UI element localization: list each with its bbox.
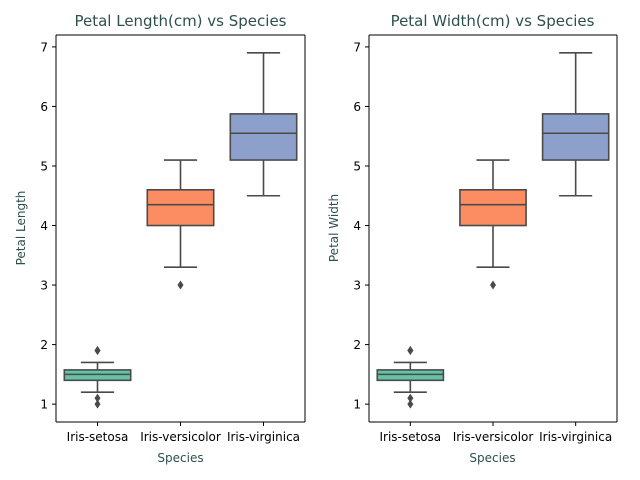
y-tick-label: 7 — [353, 40, 361, 54]
y-tick-label: 5 — [353, 159, 361, 173]
x-axis-label: Species — [469, 451, 515, 465]
box-iris-setosa — [376, 346, 445, 409]
x-tick-label: Iris-virginica — [539, 430, 612, 444]
x-tick-label: Iris-versicolor — [140, 430, 221, 444]
y-tick-label: 5 — [40, 159, 48, 173]
y-tick-label: 1 — [40, 398, 48, 412]
chart-petal-width: Petal Width(cm) vs Species Species Petal… — [327, 12, 618, 465]
x-tick-label: Iris-setosa — [67, 430, 129, 444]
chart-petal-length: Petal Length(cm) vs Species Species Peta… — [14, 12, 306, 465]
x-tick-label: Iris-virginica — [227, 430, 300, 444]
chart-title: Petal Width(cm) vs Species — [391, 12, 595, 30]
chart-title: Petal Length(cm) vs Species — [74, 12, 286, 30]
x-tick-label: Iris-setosa — [379, 430, 441, 444]
outlier-point — [177, 280, 184, 290]
iqr-box — [541, 113, 610, 161]
outlier-point — [94, 346, 101, 356]
outlier-point — [490, 280, 496, 290]
x-axis-label: Species — [157, 451, 203, 465]
y-axis-label: Petal Width — [327, 194, 341, 262]
y-tick-label: 3 — [353, 279, 361, 293]
outlier-point — [94, 393, 101, 403]
y-tick-label: 6 — [40, 100, 48, 114]
y-tick-label: 4 — [40, 219, 48, 233]
box-iris-versicolor — [146, 159, 215, 290]
outlier-point — [407, 346, 414, 356]
outlier-point — [94, 399, 101, 409]
iqr-box — [146, 189, 215, 227]
y-tick-label: 3 — [40, 279, 48, 293]
y-tick-label: 1 — [353, 398, 361, 412]
box-iris-versicolor — [459, 159, 527, 290]
y-tick-label: 2 — [40, 338, 48, 352]
iqr-box — [459, 189, 527, 227]
iqr-box — [229, 113, 298, 161]
y-tick-label: 4 — [353, 219, 361, 233]
y-tick-label: 2 — [353, 338, 361, 352]
box-iris-setosa — [63, 346, 132, 409]
y-tick-label: 6 — [353, 100, 361, 114]
outlier-point — [407, 399, 414, 409]
outlier-point — [407, 393, 414, 403]
y-tick-label: 7 — [40, 40, 48, 54]
box-iris-virginica — [541, 52, 610, 197]
box-iris-virginica — [229, 52, 298, 197]
y-axis-label: Petal Length — [14, 191, 28, 266]
x-tick-label: Iris-versicolor — [453, 430, 534, 444]
